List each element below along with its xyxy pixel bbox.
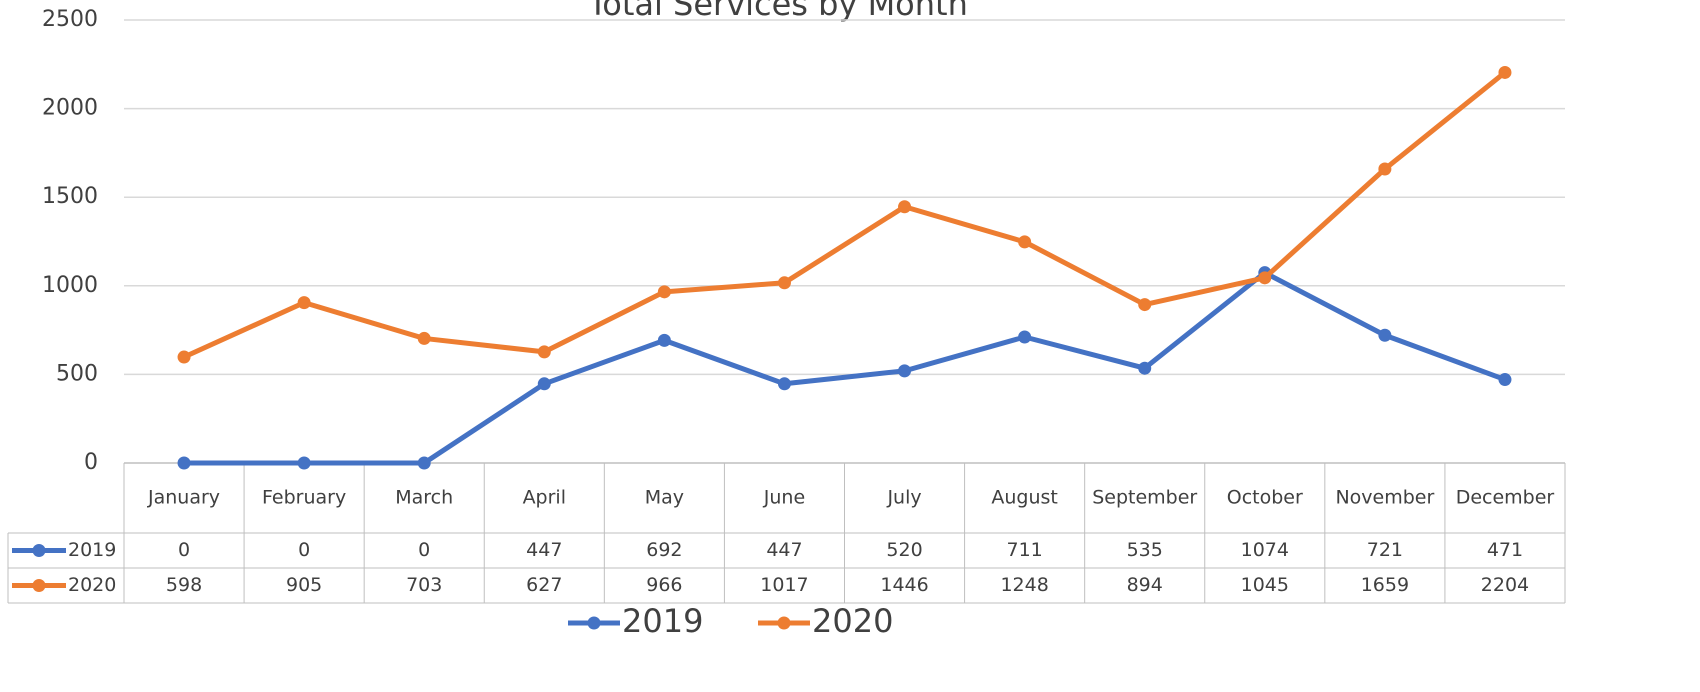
x-tick-label: January	[147, 487, 220, 509]
series-line	[184, 270, 1506, 466]
x-tick-label: February	[262, 487, 346, 509]
x-tick-label: March	[395, 487, 453, 509]
table-value: 711	[1006, 539, 1042, 561]
marker	[1498, 373, 1512, 387]
table-value: 1446	[880, 574, 928, 596]
x-tick-label: December	[1456, 487, 1555, 509]
y-tick-label: 1000	[42, 273, 98, 298]
marker	[1018, 235, 1032, 249]
table-value: 966	[646, 574, 682, 596]
table-value: 0	[418, 539, 430, 561]
legend-key	[777, 616, 791, 630]
marker	[417, 331, 431, 345]
marker	[297, 456, 311, 470]
marker	[1378, 162, 1392, 176]
table-value: 1017	[760, 574, 808, 596]
x-tick-label: June	[763, 487, 805, 509]
marker	[1378, 328, 1392, 342]
table-value: 627	[526, 574, 562, 596]
x-tick-label: April	[523, 487, 566, 509]
marker	[657, 285, 671, 299]
series-line	[183, 70, 1507, 360]
x-tick-label: July	[886, 487, 921, 509]
table-value: 905	[286, 574, 322, 596]
y-tick-label: 0	[84, 450, 98, 475]
table-value: 0	[298, 539, 310, 561]
x-tick-label: September	[1092, 487, 1197, 509]
y-tick-label: 500	[56, 361, 98, 386]
marker	[1138, 361, 1152, 375]
chart-title: Total Services by Month	[587, 0, 968, 23]
marker	[1498, 65, 1512, 79]
table-value: 894	[1127, 574, 1163, 596]
table-value: 598	[166, 574, 202, 596]
marker	[657, 333, 671, 347]
x-tick-label: May	[645, 487, 684, 509]
table-value: 520	[886, 539, 922, 561]
marker	[898, 200, 912, 214]
marker	[898, 364, 912, 378]
y-tick-label: 1500	[42, 184, 98, 209]
table-value: 471	[1487, 539, 1523, 561]
table-value: 1248	[1000, 574, 1048, 596]
table-value: 1074	[1241, 539, 1289, 561]
legend-key	[587, 616, 601, 630]
legend-key	[32, 544, 46, 557]
table-value: 447	[526, 539, 562, 561]
table-value: 0	[178, 539, 190, 561]
x-tick-label: October	[1227, 487, 1303, 509]
legend-label: 2019	[68, 539, 116, 561]
y-tick-label: 2500	[42, 7, 98, 32]
marker	[537, 345, 551, 359]
x-tick-label: November	[1335, 487, 1434, 509]
marker	[1258, 271, 1272, 285]
marker	[777, 276, 791, 290]
marker	[417, 456, 431, 470]
marker	[1138, 298, 1152, 312]
y-tick-label: 2000	[42, 96, 98, 121]
legend-key	[32, 579, 46, 592]
marker	[777, 377, 791, 391]
marker	[537, 377, 551, 391]
marker	[297, 296, 311, 310]
table-value: 535	[1127, 539, 1163, 561]
table-value: 2204	[1481, 574, 1529, 596]
marker	[1018, 330, 1032, 344]
table-value: 721	[1367, 539, 1403, 561]
legend-label: 2020	[68, 574, 116, 596]
marker	[177, 350, 191, 364]
table-value: 1659	[1361, 574, 1409, 596]
marker	[177, 456, 191, 470]
x-tick-label: August	[991, 487, 1058, 509]
table-value: 703	[406, 574, 442, 596]
table-value: 692	[646, 539, 682, 561]
table-value: 1045	[1241, 574, 1289, 596]
table-value: 447	[766, 539, 802, 561]
legend-label: 2020	[812, 602, 893, 640]
legend-label: 2019	[622, 602, 703, 640]
